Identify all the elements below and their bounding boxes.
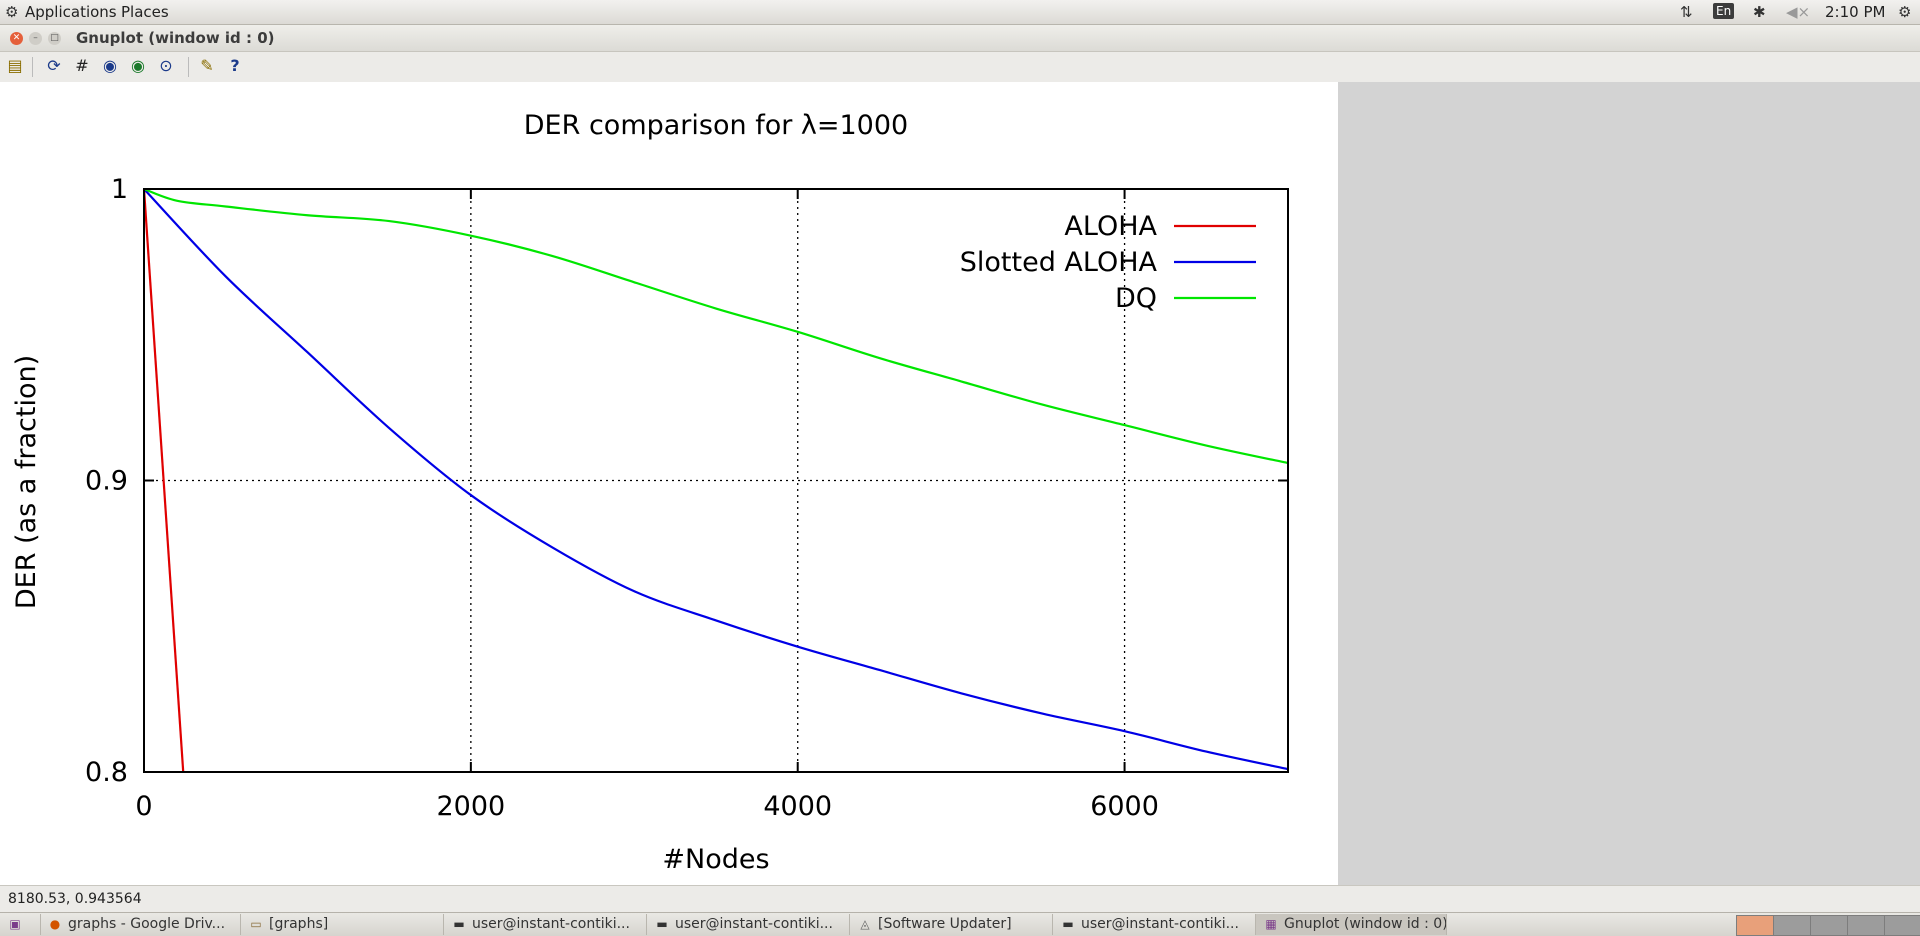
task-button[interactable]: ▬ user@instant-contiki... — [647, 914, 850, 935]
toolbar: ▤ ⟳ # ◉ ◉ ⊙ ✎ ? — [0, 52, 1920, 83]
settings-icon[interactable]: ✎ — [200, 56, 214, 75]
window-title: Gnuplot (window id : 0) — [76, 29, 275, 47]
statusbar: 8180.53, 0.943564 — [0, 885, 1920, 913]
series-layer — [142, 187, 1289, 773]
tick-layer: 0 2000 4000 6000 0.8 0.9 1 — [85, 174, 1288, 822]
maximize-button[interactable]: □ — [48, 32, 61, 45]
y-axis-label: DER (as a fraction) — [11, 355, 42, 609]
show-desktop-button[interactable]: ▣ — [0, 914, 41, 935]
task-label: graphs - Google Driv... — [68, 916, 226, 932]
task-button[interactable]: ● graphs - Google Driv... — [40, 914, 241, 935]
minimize-button[interactable]: – — [29, 32, 42, 45]
legend-label-aloha: ALOHA — [1064, 211, 1157, 242]
folder-icon: ▭ — [250, 917, 262, 931]
toolbar-separator — [188, 57, 189, 77]
top-panel: ⚙ Applications Places ⇅ En ✱ ◀× 2:10 PM … — [0, 0, 1920, 25]
task-label: [Software Updater] — [878, 916, 1012, 932]
x-tick-label: 2000 — [436, 791, 505, 822]
zoom-prev-icon[interactable]: ◉ — [103, 56, 117, 75]
workspace-4[interactable] — [1847, 915, 1885, 936]
y-tick-label: 0.8 — [85, 757, 128, 788]
window-titlebar[interactable]: ✕ – □ Gnuplot (window id : 0) — [0, 25, 1920, 52]
task-label: user@instant-contiki... — [472, 916, 630, 932]
bluetooth-icon[interactable]: ✱ — [1753, 3, 1766, 21]
firefox-icon: ● — [49, 917, 61, 931]
plot-canvas[interactable]: DER comparison for λ=1000 DER (as a frac… — [0, 82, 1338, 885]
terminal-icon: ▬ — [1062, 917, 1074, 931]
task-label: [graphs] — [269, 916, 329, 932]
task-button[interactable]: ▭ [graphs] — [241, 914, 444, 935]
chart-title: DER comparison for λ=1000 — [524, 110, 908, 141]
workspace-3[interactable] — [1810, 915, 1848, 936]
task-button[interactable]: ▬ user@instant-contiki... — [1053, 914, 1256, 935]
workspace-5[interactable] — [1884, 915, 1920, 936]
series-line-slotted-aloha — [143, 188, 1289, 771]
places-menu[interactable]: Places — [121, 3, 169, 21]
grid-icon[interactable]: # — [75, 56, 89, 75]
task-label: user@instant-contiki... — [675, 916, 833, 932]
zoom-next-icon[interactable]: ◉ — [131, 56, 145, 75]
y-tick-label: 1 — [111, 174, 128, 205]
terminal-icon: ▬ — [453, 917, 465, 931]
autoscale-icon[interactable]: ⊙ — [159, 56, 173, 75]
close-button[interactable]: ✕ — [10, 32, 23, 45]
legend-label-dq: DQ — [1115, 283, 1157, 314]
task-button[interactable]: ◬ [Software Updater] — [850, 914, 1053, 935]
session-gear-icon[interactable]: ⚙ — [1898, 3, 1912, 21]
task-label: user@instant-contiki... — [1081, 916, 1239, 932]
grid-layer — [144, 189, 1288, 772]
network-icon[interactable]: ⇅ — [1680, 3, 1693, 21]
series-line-dq — [143, 187, 1289, 465]
terminal-icon: ▬ — [656, 917, 668, 931]
updater-icon: ◬ — [860, 917, 870, 931]
series-line-aloha — [142, 188, 185, 773]
legend: ALOHA Slotted ALOHA DQ — [960, 211, 1256, 314]
toolbar-separator — [32, 57, 33, 77]
empty-window-area — [1338, 82, 1920, 885]
workspace-2[interactable] — [1773, 915, 1811, 936]
task-button-active[interactable]: ▦ Gnuplot (window id : 0) — [1256, 914, 1447, 935]
ubuntu-logo-icon[interactable]: ⚙ — [5, 3, 19, 21]
x-tick-label: 0 — [135, 791, 152, 822]
x-tick-label: 6000 — [1090, 791, 1159, 822]
taskbar: ▣ ● graphs - Google Driv... ▭ [graphs] ▬ us… — [0, 912, 1920, 936]
x-tick-label: 4000 — [763, 791, 832, 822]
help-icon[interactable]: ? — [230, 56, 240, 75]
cursor-coordinates: 8180.53, 0.943564 — [8, 891, 142, 907]
task-label: Gnuplot (window id : 0) — [1284, 916, 1447, 932]
clipboard-icon[interactable]: ▤ — [7, 56, 23, 75]
keyboard-layout-indicator[interactable]: En — [1713, 3, 1735, 19]
x-axis-label: #Nodes — [662, 844, 769, 875]
gnuplot-icon: ▦ — [1265, 917, 1277, 931]
der-chart[interactable]: DER comparison for λ=1000 DER (as a frac… — [0, 82, 1338, 885]
applications-menu[interactable]: Applications — [25, 3, 117, 21]
replot-icon[interactable]: ⟳ — [47, 56, 61, 75]
y-tick-label: 0.9 — [85, 466, 128, 497]
volume-muted-icon[interactable]: ◀× — [1786, 3, 1811, 21]
workspace-1[interactable] — [1736, 915, 1774, 936]
legend-label-slotted-aloha: Slotted ALOHA — [960, 247, 1158, 278]
clock[interactable]: 2:10 PM — [1825, 3, 1886, 21]
task-button[interactable]: ▬ user@instant-contiki... — [444, 914, 647, 935]
